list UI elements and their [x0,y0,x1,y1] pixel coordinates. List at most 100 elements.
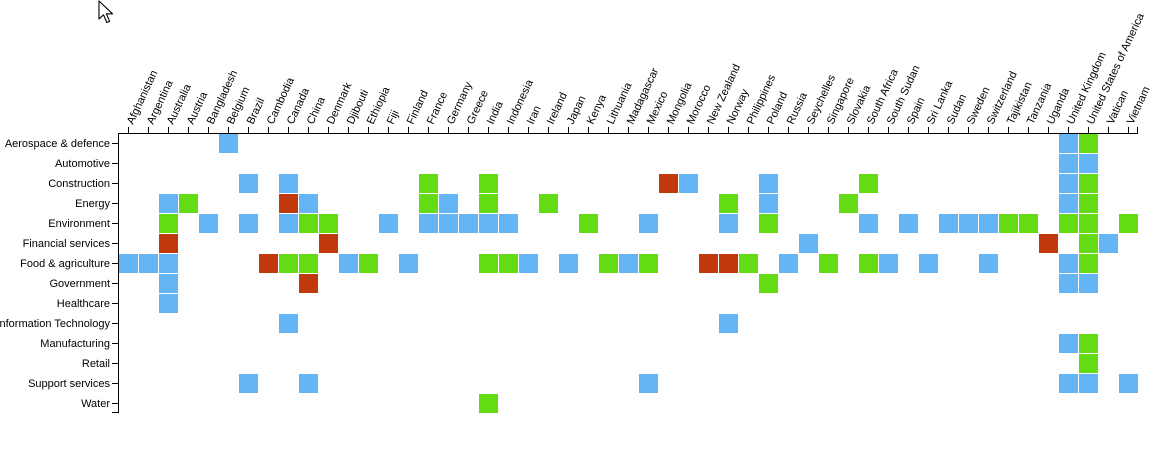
heatmap-cell-food-agriculture-indonesia[interactable] [499,254,518,273]
heatmap-cell-environment-sudan[interactable] [939,214,958,233]
heatmap-cell-construction-india[interactable] [479,174,498,193]
heatmap-cell-food-agriculture-iran[interactable] [519,254,538,273]
heatmap-cell-environment-united-kingdom[interactable] [1059,214,1078,233]
heatmap-cell-food-agriculture-canada[interactable] [279,254,298,273]
heatmap-cell-environment-fiji[interactable] [379,214,398,233]
heatmap-cell-automotive-united-kingdom[interactable] [1059,154,1078,173]
heatmap-cell-water-india[interactable] [479,394,498,413]
heatmap-cell-energy-austria[interactable] [179,194,198,213]
heatmap-cell-environment-tajikistan[interactable] [999,214,1018,233]
heatmap-cell-environment-indonesia[interactable] [499,214,518,233]
heatmap-cell-food-agriculture-djibouti[interactable] [339,254,358,273]
heatmap-cell-food-agriculture-new-zealand[interactable] [699,254,718,273]
heatmap-cell-energy-china[interactable] [299,194,318,213]
heatmap-cell-support-services-brazil[interactable] [239,374,258,393]
heatmap-cell-food-agriculture-switzerland[interactable] [979,254,998,273]
heatmap-cell-support-services-united-kingdom[interactable] [1059,374,1078,393]
heatmap-cell-financial-services-vatican[interactable] [1099,234,1118,253]
heatmap-cell-food-agriculture-russia[interactable] [779,254,798,273]
heatmap-cell-food-agriculture-philippines[interactable] [739,254,758,273]
heatmap-cell-support-services-vietnam[interactable] [1119,374,1138,393]
heatmap-cell-support-services-united-states-of-america[interactable] [1079,374,1098,393]
heatmap-cell-construction-south-africa[interactable] [859,174,878,193]
heatmap-cell-financial-services-australia[interactable] [159,234,178,253]
heatmap-cell-environment-india[interactable] [479,214,498,233]
heatmap-cell-construction-brazil[interactable] [239,174,258,193]
heatmap-cell-government-australia[interactable] [159,274,178,293]
heatmap-cell-financial-services-denmark[interactable] [319,234,338,253]
heatmap-cell-aerospace-defence-united-states-of-america[interactable] [1079,134,1098,153]
heatmap-cell-food-agriculture-india[interactable] [479,254,498,273]
heatmap-cell-food-agriculture-australia[interactable] [159,254,178,273]
heatmap-cell-environment-australia[interactable] [159,214,178,233]
heatmap-cell-environment-norway[interactable] [719,214,738,233]
heatmap-cell-environment-vietnam[interactable] [1119,214,1138,233]
heatmap-cell-food-agriculture-argentina[interactable] [139,254,158,273]
heatmap-cell-environment-poland[interactable] [759,214,778,233]
heatmap-cell-financial-services-united-states-of-america[interactable] [1079,234,1098,253]
heatmap-cell-food-agriculture-south-africa[interactable] [859,254,878,273]
heatmap-cell-environment-tanzania[interactable] [1019,214,1038,233]
heatmap-cell-aerospace-defence-belgium[interactable] [219,134,238,153]
heatmap-cell-food-agriculture-norway[interactable] [719,254,738,273]
heatmap-cell-construction-canada[interactable] [279,174,298,193]
heatmap-cell-government-united-kingdom[interactable] [1059,274,1078,293]
heatmap-cell-environment-denmark[interactable] [319,214,338,233]
heatmap-cell-financial-services-seychelles[interactable] [799,234,818,253]
heatmap-cell-environment-spain[interactable] [899,214,918,233]
heatmap-cell-food-agriculture-madagascar[interactable] [619,254,638,273]
heatmap-cell-food-agriculture-japan[interactable] [559,254,578,273]
heatmap-cell-energy-india[interactable] [479,194,498,213]
heatmap-cell-support-services-mexico[interactable] [639,374,658,393]
heatmap-cell-automotive-united-states-of-america[interactable] [1079,154,1098,173]
heatmap-cell-energy-united-states-of-america[interactable] [1079,194,1098,213]
heatmap-cell-energy-germany[interactable] [439,194,458,213]
heatmap-cell-construction-poland[interactable] [759,174,778,193]
heatmap-cell-food-agriculture-ethiopia[interactable] [359,254,378,273]
heatmap-cell-construction-united-kingdom[interactable] [1059,174,1078,193]
heatmap-cell-information-technology-norway[interactable] [719,314,738,333]
heatmap-cell-manufacturing-united-kingdom[interactable] [1059,334,1078,353]
heatmap-cell-energy-slovakia[interactable] [839,194,858,213]
heatmap-cell-construction-mongolia[interactable] [659,174,678,193]
heatmap-cell-environment-kenya[interactable] [579,214,598,233]
heatmap-cell-food-agriculture-afghanistan[interactable] [119,254,138,273]
heatmap-cell-food-agriculture-mexico[interactable] [639,254,658,273]
heatmap-cell-energy-norway[interactable] [719,194,738,213]
heatmap-cell-energy-france[interactable] [419,194,438,213]
heatmap-cell-energy-canada[interactable] [279,194,298,213]
heatmap-cell-construction-morocco[interactable] [679,174,698,193]
heatmap-cell-environment-germany[interactable] [439,214,458,233]
heatmap-cell-government-poland[interactable] [759,274,778,293]
heatmap-cell-retail-united-states-of-america[interactable] [1079,354,1098,373]
heatmap-cell-environment-sweden[interactable] [959,214,978,233]
heatmap-cell-food-agriculture-lithuania[interactable] [599,254,618,273]
heatmap-cell-food-agriculture-finland[interactable] [399,254,418,273]
heatmap-cell-environment-brazil[interactable] [239,214,258,233]
heatmap-cell-support-services-china[interactable] [299,374,318,393]
heatmap-cell-environment-south-africa[interactable] [859,214,878,233]
heatmap-cell-environment-bangladesh[interactable] [199,214,218,233]
heatmap-cell-environment-france[interactable] [419,214,438,233]
heatmap-cell-manufacturing-united-states-of-america[interactable] [1079,334,1098,353]
heatmap-cell-environment-united-states-of-america[interactable] [1079,214,1098,233]
heatmap-cell-energy-poland[interactable] [759,194,778,213]
heatmap-cell-food-agriculture-united-states-of-america[interactable] [1079,254,1098,273]
heatmap-cell-environment-canada[interactable] [279,214,298,233]
heatmap-cell-healthcare-australia[interactable] [159,294,178,313]
heatmap-cell-food-agriculture-singapore[interactable] [819,254,838,273]
heatmap-cell-environment-mexico[interactable] [639,214,658,233]
heatmap-cell-energy-united-kingdom[interactable] [1059,194,1078,213]
heatmap-cell-financial-services-uganda[interactable] [1039,234,1058,253]
heatmap-cell-food-agriculture-united-kingdom[interactable] [1059,254,1078,273]
heatmap-cell-construction-united-states-of-america[interactable] [1079,174,1098,193]
heatmap-cell-food-agriculture-china[interactable] [299,254,318,273]
heatmap-cell-environment-greece[interactable] [459,214,478,233]
heatmap-cell-environment-switzerland[interactable] [979,214,998,233]
heatmap-cell-information-technology-canada[interactable] [279,314,298,333]
heatmap-cell-food-agriculture-cambodia[interactable] [259,254,278,273]
heatmap-cell-energy-australia[interactable] [159,194,178,213]
heatmap-cell-aerospace-defence-united-kingdom[interactable] [1059,134,1078,153]
heatmap-cell-food-agriculture-south-sudan[interactable] [879,254,898,273]
heatmap-cell-construction-france[interactable] [419,174,438,193]
